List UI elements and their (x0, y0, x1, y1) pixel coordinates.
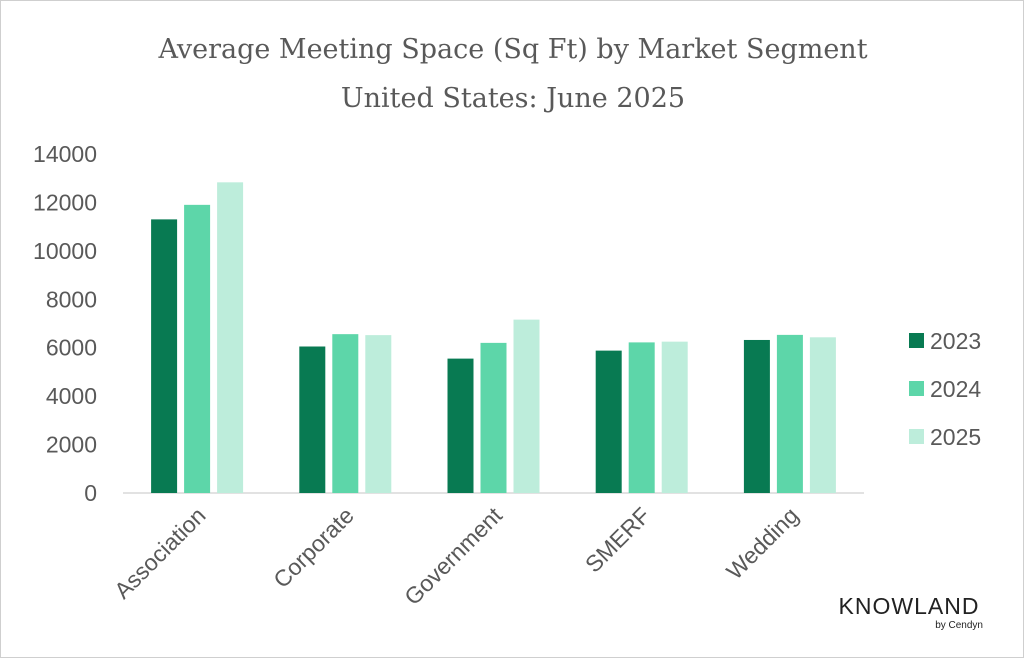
y-tick-label: 6000 (46, 335, 97, 361)
y-tick-label: 12000 (33, 189, 97, 215)
bar-government-2024 (480, 342, 507, 493)
bar-smerf-2024 (628, 342, 655, 493)
brand-name: KNOWLAND (838, 593, 980, 619)
chart-title: Average Meeting Space (Sq Ft) by Market … (157, 34, 867, 65)
bar-wedding-2025 (809, 337, 836, 493)
x-axis: Association Corporate Government SMERF Weddi… (109, 502, 803, 610)
legend-swatch-2024 (909, 381, 924, 396)
y-tick-label: 10000 (33, 238, 97, 264)
bar-smerf-2023 (595, 350, 622, 493)
knowland-logo: KNOWLAND by Cendyn (829, 593, 989, 633)
bar-government-2025 (513, 319, 540, 493)
bar-association-2023 (151, 219, 178, 493)
y-tick-label: 2000 (46, 432, 97, 458)
brand-tagline: by Cendyn (935, 620, 983, 631)
bar-smerf-2025 (661, 341, 688, 493)
legend-swatch-2025 (909, 429, 924, 444)
category-label: Government (399, 502, 507, 610)
y-tick-label: 4000 (46, 383, 97, 409)
bar-association-2025 (217, 182, 244, 493)
legend: 2023 2024 2025 (909, 328, 981, 450)
legend-label-2023: 2023 (930, 328, 981, 354)
bar-association-2024 (184, 204, 211, 493)
chart-subtitle: United States: June 2025 (341, 83, 685, 114)
y-tick-label: 8000 (46, 286, 97, 312)
bar-wedding-2024 (776, 334, 803, 493)
bar-corporate-2024 (332, 334, 359, 493)
category-label: SMERF (580, 502, 655, 577)
legend-label-2025: 2025 (930, 424, 981, 450)
bar-corporate-2025 (365, 335, 392, 493)
y-axis: 0 2000 4000 6000 8000 10000 12000 14000 (33, 141, 97, 506)
bar-government-2023 (447, 358, 474, 493)
category-label: Corporate (268, 502, 359, 593)
legend-label-2024: 2024 (930, 376, 981, 402)
bars (151, 182, 836, 493)
bar-wedding-2023 (743, 339, 770, 493)
category-label: Association (109, 502, 211, 604)
category-label: Wedding (721, 502, 803, 584)
legend-swatch-2023 (909, 333, 924, 348)
y-tick-label: 0 (84, 480, 97, 506)
y-tick-label: 14000 (33, 141, 97, 167)
bar-corporate-2023 (299, 346, 326, 493)
